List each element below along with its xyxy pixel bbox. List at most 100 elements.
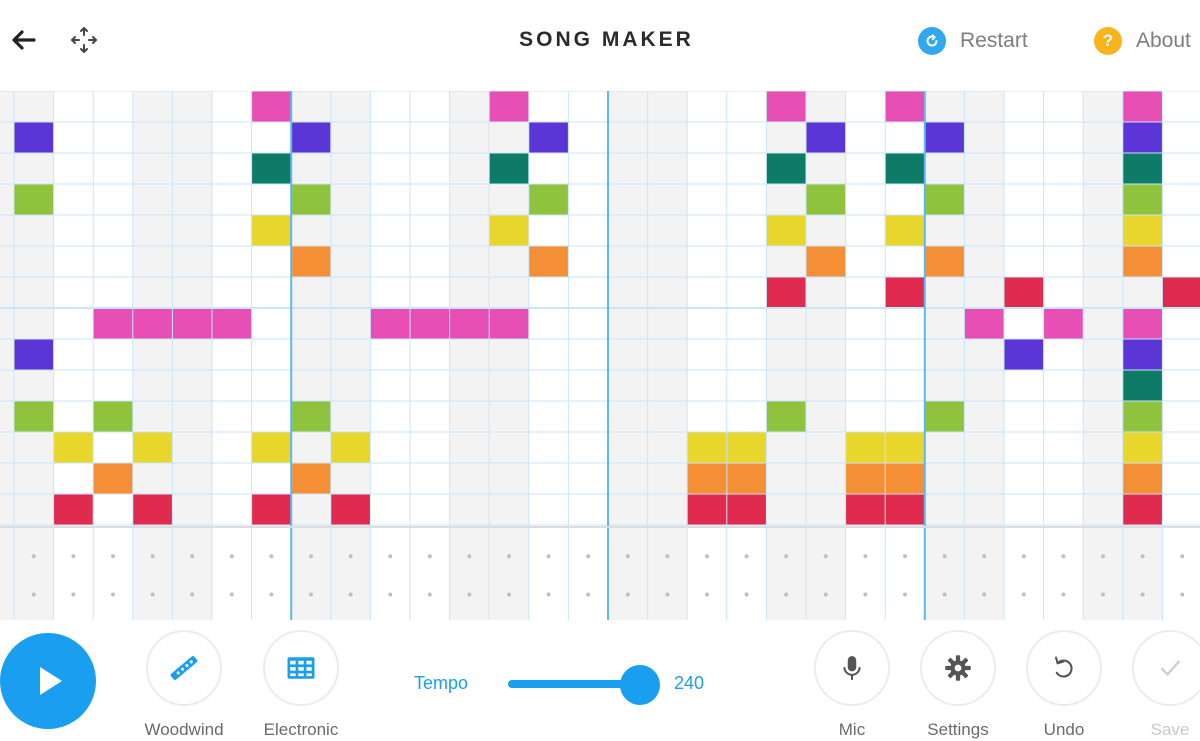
rhythm-dot <box>863 592 868 597</box>
rhythm-dot <box>269 554 274 559</box>
top-bar: SONG MAKER Restart ? About <box>0 0 1200 88</box>
note-cell <box>1043 308 1084 339</box>
note-cell <box>410 308 450 339</box>
note-cell <box>212 308 252 339</box>
rhythm-dot <box>348 592 353 597</box>
note-cell <box>845 463 886 494</box>
check-icon <box>1132 630 1200 706</box>
mic-icon <box>814 630 890 706</box>
back-button[interactable] <box>4 20 44 60</box>
tempo-slider-track[interactable] <box>508 680 640 688</box>
rhythm-dot <box>111 554 115 559</box>
note-cell <box>14 184 54 215</box>
rhythm-dot <box>348 554 353 559</box>
rhythm-dot <box>625 554 630 559</box>
rhythm-dot <box>388 592 393 597</box>
rhythm-dot <box>229 554 234 559</box>
electronic-label: Electronic <box>263 720 339 739</box>
instrument-woodwind-button[interactable]: Woodwind <box>144 630 224 740</box>
rhythm-dot <box>784 592 789 597</box>
rhythm-dot <box>1021 554 1026 559</box>
note-cell <box>1122 153 1163 184</box>
bottom-toolbar: Woodwind Electronic Tempo 240 <box>0 620 1200 741</box>
note-cell <box>806 184 846 215</box>
note-cell <box>1122 370 1163 401</box>
note-cell <box>370 308 410 339</box>
rhythm-dot <box>942 592 947 597</box>
mic-button[interactable]: Mic <box>812 630 892 740</box>
rhythm-dot <box>546 554 551 559</box>
instrument-electronic-button[interactable]: Electronic <box>261 630 341 740</box>
rhythm-dot <box>784 554 789 559</box>
note-cell <box>251 215 292 246</box>
gear-icon <box>920 630 996 706</box>
note-cell <box>806 246 846 277</box>
rhythm-dot <box>1061 554 1066 559</box>
note-cell <box>806 122 846 153</box>
undo-icon <box>1026 630 1102 706</box>
play-icon <box>40 667 62 695</box>
note-cell <box>766 91 806 122</box>
settings-label: Settings <box>927 720 989 739</box>
rhythm-dot <box>111 592 115 597</box>
woodwind-icon <box>146 630 222 706</box>
rhythm-dot <box>744 592 749 597</box>
rhythm-dot <box>269 592 274 597</box>
save-button[interactable]: Save <box>1130 630 1200 740</box>
note-cell <box>924 401 965 432</box>
play-button[interactable] <box>0 633 96 729</box>
note-cell <box>53 494 94 525</box>
rhythm-dot <box>1140 592 1145 597</box>
note-cell <box>528 246 569 277</box>
note-cell <box>1122 463 1163 494</box>
shaded-beat-column <box>449 91 490 620</box>
note-cell <box>489 308 529 339</box>
rhythm-dot <box>309 554 313 559</box>
move-button[interactable] <box>64 20 104 60</box>
rhythm-dot <box>665 554 670 559</box>
note-cell <box>132 432 173 463</box>
restart-label: Restart <box>960 29 1028 52</box>
note-cell <box>845 494 886 525</box>
note-cell <box>885 91 925 122</box>
note-cell <box>845 432 886 463</box>
note-cell <box>1122 91 1163 122</box>
song-grid[interactable] <box>0 91 1200 620</box>
rhythm-dot <box>1140 554 1145 559</box>
info-icon: ? <box>1094 27 1122 55</box>
rhythm-dot <box>1180 554 1185 559</box>
note-cell <box>766 401 806 432</box>
tempo-slider-thumb[interactable] <box>620 665 660 705</box>
note-cell <box>924 246 965 277</box>
shaded-beat-column <box>608 91 648 620</box>
rhythm-dot <box>388 554 393 559</box>
note-cell <box>1122 432 1163 463</box>
note-cell <box>766 215 806 246</box>
note-cell <box>1122 339 1163 370</box>
rhythm-dot <box>705 592 709 597</box>
rhythm-dot <box>507 554 511 559</box>
rhythm-dot <box>625 592 630 597</box>
rhythm-dot <box>427 592 432 597</box>
rhythm-dot <box>1021 592 1026 597</box>
shaded-beat-column <box>0 91 14 620</box>
note-cell <box>14 339 54 370</box>
shaded-beat-column <box>291 91 331 620</box>
rhythm-dot <box>982 592 987 597</box>
undo-button[interactable]: Undo <box>1024 630 1104 740</box>
restart-button[interactable]: Restart <box>918 24 1028 58</box>
rhythm-dot <box>1101 592 1105 597</box>
note-cell <box>687 463 727 494</box>
about-button[interactable]: ? About <box>1094 24 1191 58</box>
tempo-value: 240 <box>674 673 705 693</box>
note-cell <box>251 153 292 184</box>
settings-button[interactable]: Settings <box>918 630 998 740</box>
note-cell <box>1004 277 1044 308</box>
rhythm-dot <box>903 554 907 559</box>
arrow-left-icon <box>12 30 36 50</box>
note-grid-canvas[interactable] <box>0 91 1200 620</box>
mic-label: Mic <box>838 720 866 739</box>
rhythm-dot <box>467 592 472 597</box>
note-cell <box>1004 339 1044 370</box>
